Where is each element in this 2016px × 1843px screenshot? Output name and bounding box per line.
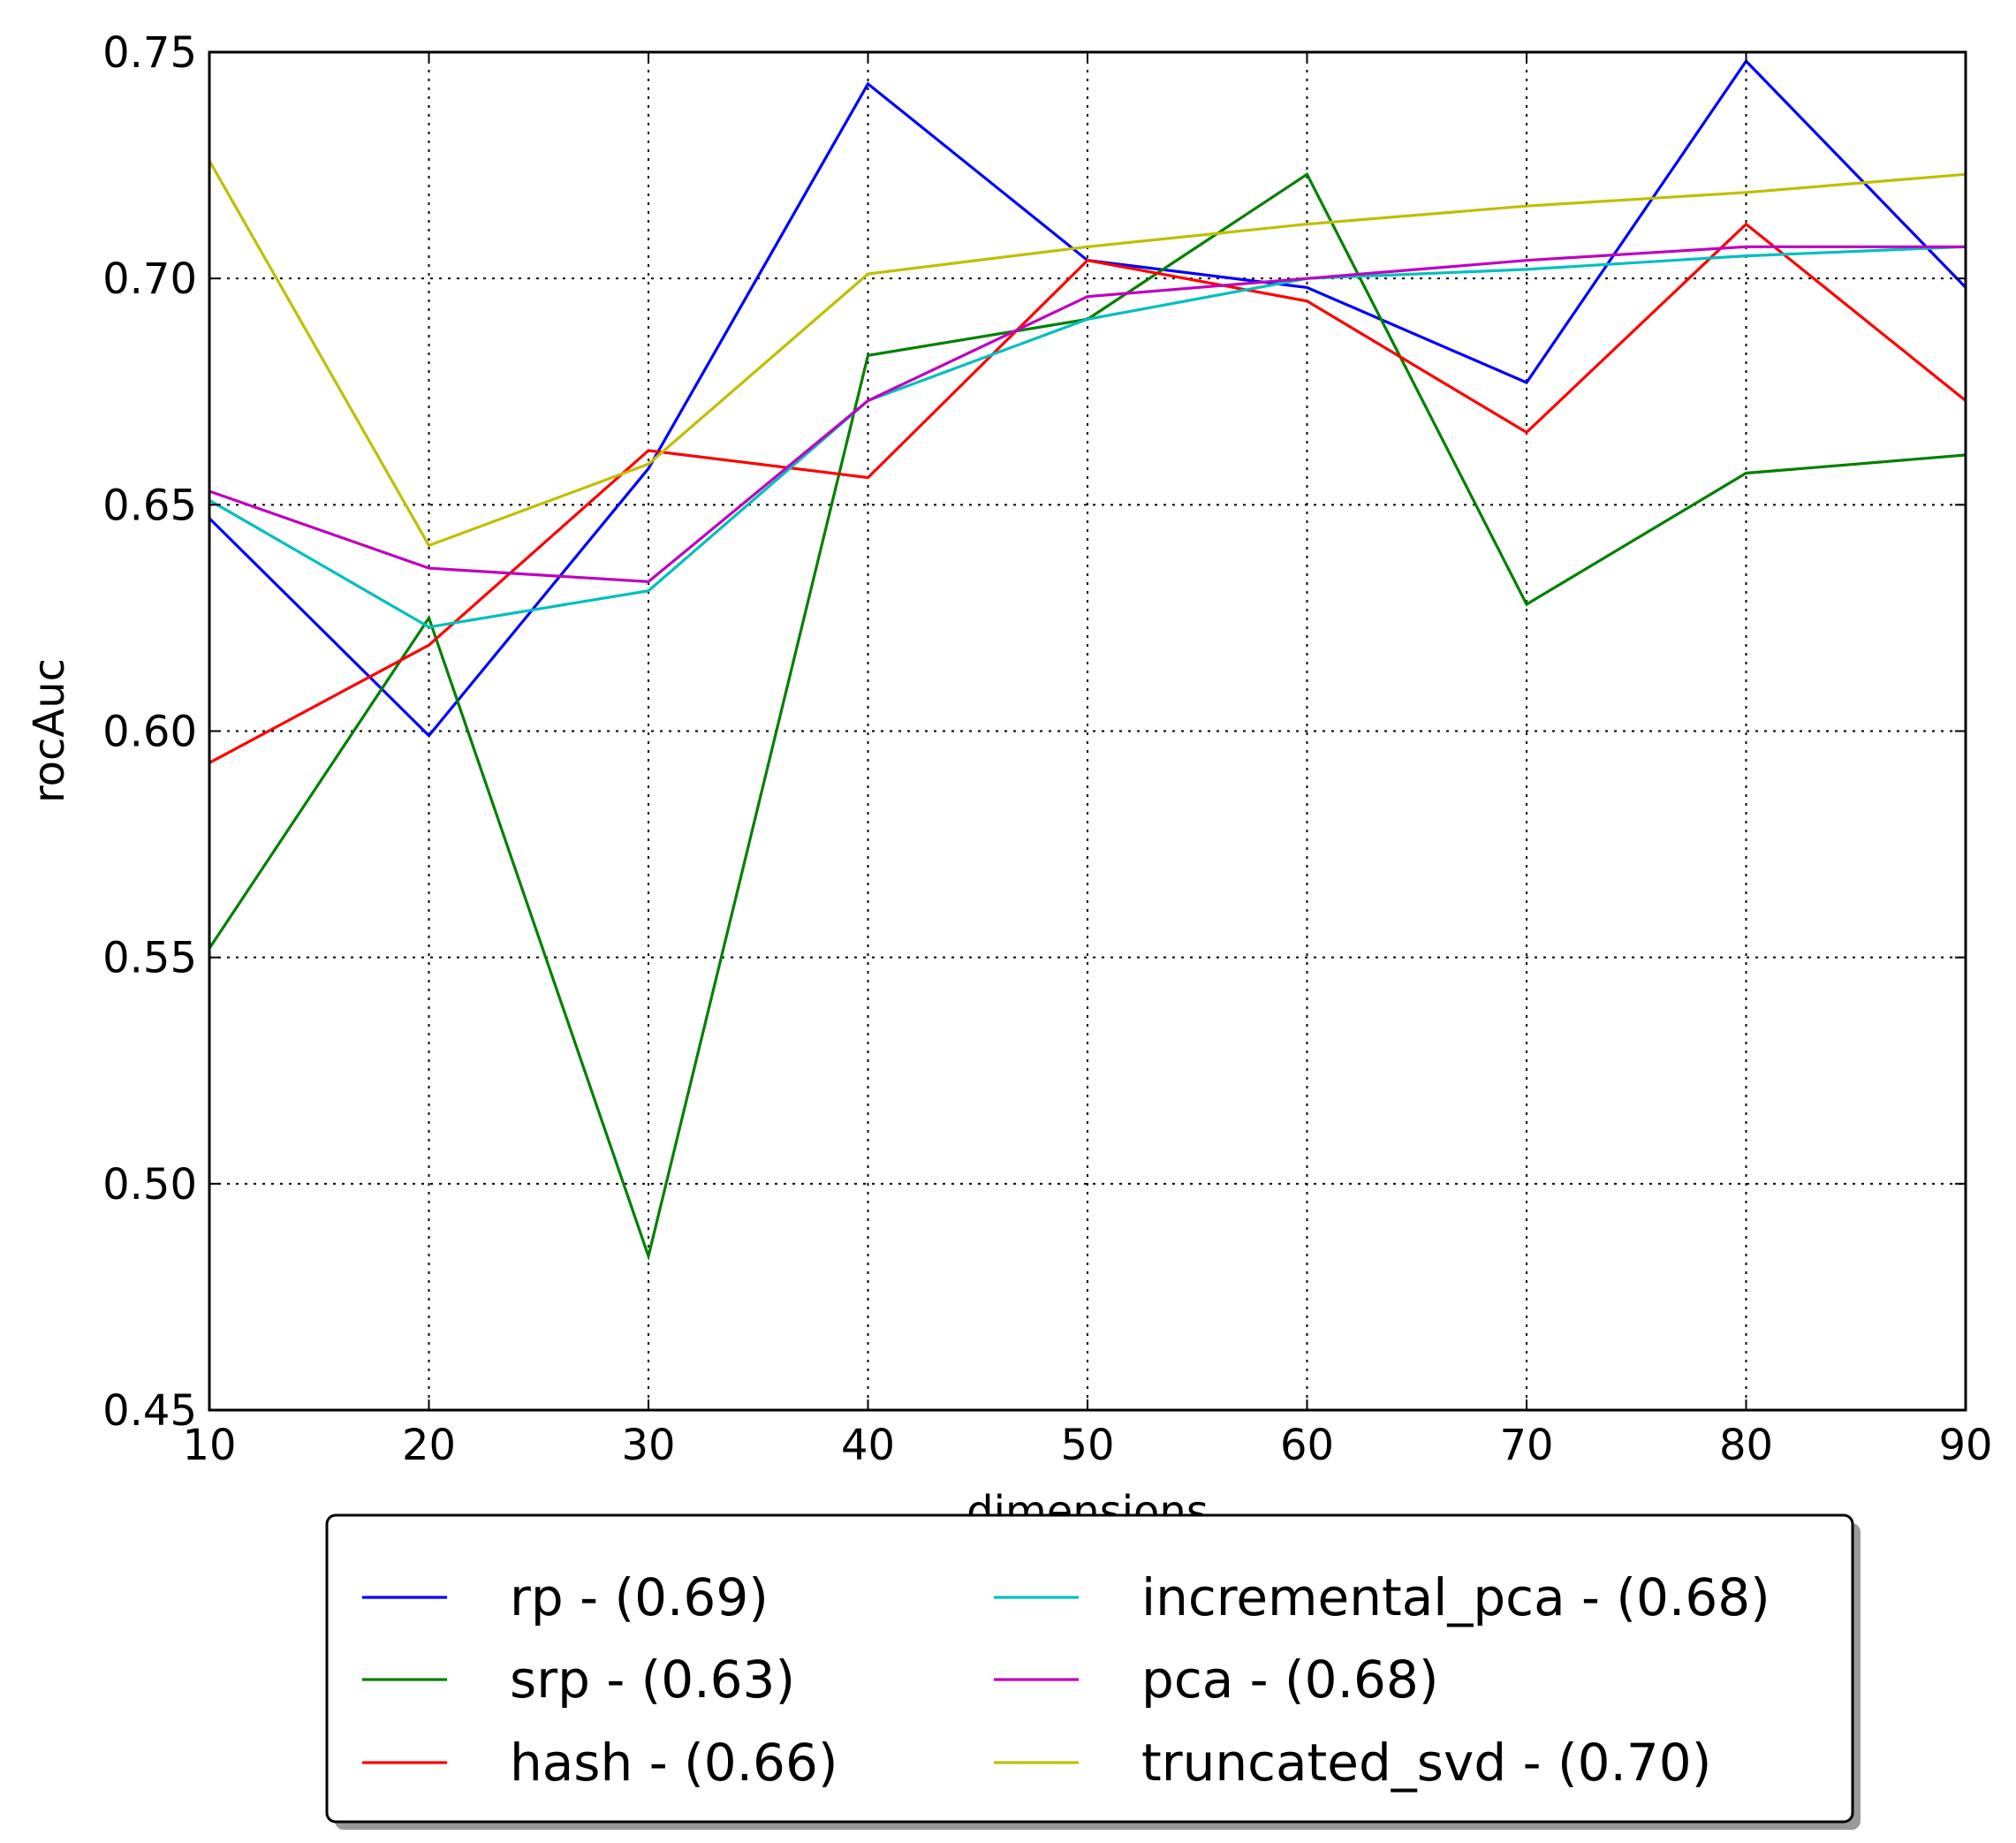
legend: rp - (0.69) srp - (0.63) hash - (0.66) incr…: [325, 1513, 1861, 1830]
y-tick-label: 0.55: [102, 934, 197, 983]
series-line-3: [208, 245, 1967, 629]
series-line-2: [208, 222, 1967, 764]
x-tick-label: 70: [1499, 1421, 1553, 1470]
y-tick-label: 0.65: [102, 481, 197, 530]
legend-label-2: hash - (0.66): [510, 1733, 837, 1793]
y-axis-label: rocAuc: [25, 658, 74, 803]
x-tick-label: 30: [621, 1421, 675, 1470]
legend-label-4: pca - (0.68): [1141, 1650, 1438, 1710]
grid-lines: [209, 52, 1966, 1410]
y-tick-label: 0.45: [102, 1386, 197, 1436]
series-line-5: [208, 160, 1967, 548]
x-tick-label: 20: [402, 1421, 456, 1470]
axis-ticks: 10 20 30 40 50 60 70 80 90 0.45 0.50 0.55 0.60 0.65 0.…: [102, 28, 1992, 1470]
x-tick-label: 60: [1280, 1421, 1334, 1470]
x-tick-label: 10: [182, 1421, 236, 1470]
y-tick-label: 0.50: [102, 1160, 197, 1210]
legend-box: [325, 1513, 1854, 1824]
x-tick-label: 50: [1060, 1421, 1114, 1470]
legend-label-0: rp - (0.69): [510, 1567, 769, 1627]
legend-label-5: truncated_svd - (0.70): [1141, 1733, 1711, 1793]
legend-label-3: incremental_pca - (0.68): [1141, 1567, 1770, 1627]
series-line-4: [208, 245, 1966, 584]
legend-label-1: srp - (0.63): [510, 1650, 795, 1710]
x-tick-label: 40: [841, 1421, 895, 1470]
y-tick-label: 0.70: [102, 254, 197, 304]
x-tick-label: 90: [1938, 1421, 1992, 1470]
x-tick-label: 80: [1719, 1421, 1773, 1470]
y-tick-label: 0.60: [102, 708, 197, 757]
data-series: [208, 58, 1967, 1262]
y-tick-label: 0.75: [102, 28, 197, 78]
